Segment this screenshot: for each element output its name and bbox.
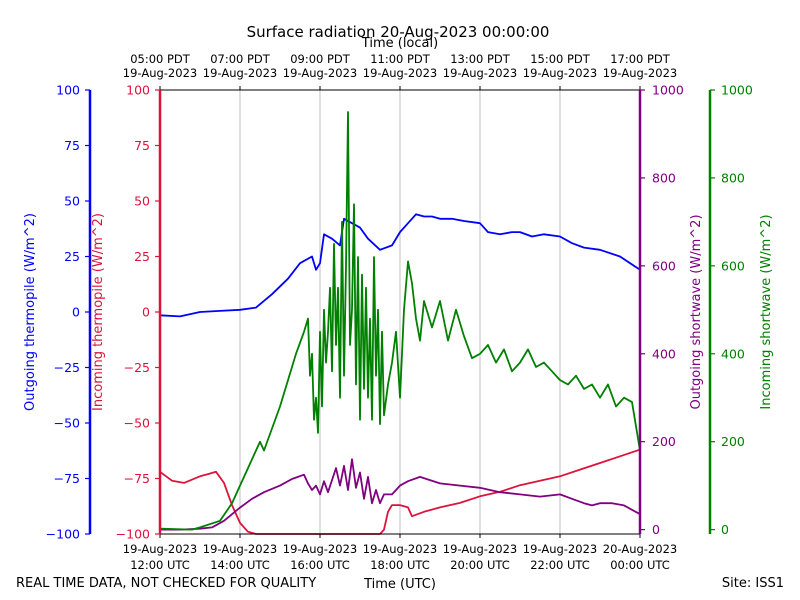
- y-tick-label: 100: [126, 83, 150, 98]
- axes-layer: [85, 86, 715, 538]
- quality-disclaimer: REAL TIME DATA, NOT CHECKED FOR QUALITY: [16, 576, 316, 591]
- bottom-tick-date: 19-Aug-2023: [363, 542, 437, 556]
- y-tick-label: 0: [652, 522, 660, 537]
- y-tick-label: 600: [652, 258, 676, 273]
- y-tick-label: −25: [124, 360, 150, 375]
- y-tick-label: −50: [54, 416, 80, 431]
- y-axis-title: Outgoing shortwave (W/m^2): [689, 214, 704, 409]
- series-layer: [159, 111, 641, 535]
- y-tick-label: 0: [142, 305, 150, 320]
- y-tick-label: 100: [56, 83, 80, 98]
- top-tick-date: 19-Aug-2023: [603, 66, 677, 80]
- bottom-tick-time: 20:00 UTC: [450, 558, 510, 572]
- y-axis-title: Outgoing thermopile (W/m^2): [23, 213, 38, 411]
- y-axis-out-sw: [638, 89, 645, 534]
- tick-labels-layer: 19-Aug-2023 12:00 UTC 19-Aug-2023 14:00 UTC…: [23, 52, 774, 572]
- y-axis-title: Incoming thermopile (W/m^2): [91, 213, 106, 411]
- y-axis-title: Incoming shortwave (W/m^2): [759, 214, 774, 409]
- bottom-axis-label: Time (UTC): [363, 577, 436, 592]
- bottom-tick-date: 19-Aug-2023: [203, 542, 277, 556]
- y-tick-label: 25: [134, 249, 150, 264]
- bottom-tick-time: 00:00 UTC: [610, 558, 670, 572]
- bottom-tick-time: 16:00 UTC: [290, 558, 350, 572]
- bottom-tick-time: 22:00 UTC: [530, 558, 590, 572]
- y-tick-label: 75: [134, 138, 150, 153]
- chart-title: Surface radiation 20-Aug-2023 00:00:00: [247, 23, 550, 41]
- y-tick-label: −75: [124, 471, 150, 486]
- top-tick-time: 17:00 PDT: [610, 52, 671, 66]
- y-tick-label: −100: [116, 527, 150, 542]
- top-tick-date: 19-Aug-2023: [443, 66, 517, 80]
- bottom-tick-date: 19-Aug-2023: [443, 542, 517, 556]
- y-tick-label: 0: [72, 305, 80, 320]
- bottom-tick-date: 20-Aug-2023: [603, 542, 677, 556]
- y-tick-label: 400: [652, 346, 676, 361]
- series-outgoing-shortwave: [160, 458, 641, 531]
- series-incoming-thermopile: [159, 448, 641, 535]
- y-tick-label: 800: [652, 170, 676, 185]
- top-tick-date: 19-Aug-2023: [283, 66, 357, 80]
- bottom-tick-time: 12:00 UTC: [130, 558, 190, 572]
- top-tick-date: 19-Aug-2023: [203, 66, 277, 80]
- series-line-incoming-shortwave: [159, 111, 641, 531]
- top-tick-time: 11:00 PDT: [370, 52, 431, 66]
- y-tick-label: −75: [54, 471, 80, 486]
- y-tick-label: 50: [134, 194, 150, 209]
- series-line-outgoing-shortwave: [160, 458, 641, 531]
- y-tick-label: 1000: [652, 83, 684, 98]
- y-tick-label: 0: [721, 522, 729, 537]
- series-incoming-shortwave: [159, 111, 641, 531]
- top-tick-time: 05:00 PDT: [130, 52, 191, 66]
- bottom-tick-time: 14:00 UTC: [210, 558, 270, 572]
- top-tick-time: 13:00 PDT: [450, 52, 511, 66]
- y-tick-label: −25: [54, 360, 80, 375]
- series-line-incoming-thermopile: [159, 448, 641, 535]
- top-tick-time: 15:00 PDT: [530, 52, 591, 66]
- site-label: Site: ISS1: [722, 576, 784, 591]
- series-line-outgoing-thermopile: [159, 213, 641, 318]
- top-tick-date: 19-Aug-2023: [363, 66, 437, 80]
- bottom-tick-date: 19-Aug-2023: [523, 542, 597, 556]
- y-tick-label: 800: [721, 170, 745, 185]
- y-tick-label: 600: [721, 258, 745, 273]
- y-axis-in-thermo: [155, 89, 162, 535]
- y-tick-label: 200: [652, 434, 676, 449]
- y-axis-in-sw: [708, 89, 715, 534]
- y-axis-out-thermo: [85, 89, 92, 535]
- y-tick-label: 400: [721, 346, 745, 361]
- bottom-tick-time: 18:00 UTC: [370, 558, 430, 572]
- top-tick-time: 07:00 PDT: [210, 52, 271, 66]
- top-axis-label: Time (local): [361, 36, 438, 51]
- top-tick-date: 19-Aug-2023: [523, 66, 597, 80]
- y-tick-label: −100: [46, 527, 80, 542]
- y-tick-label: 25: [64, 249, 80, 264]
- y-tick-label: 50: [64, 194, 80, 209]
- series-outgoing-thermopile: [159, 213, 641, 318]
- y-tick-label: −50: [124, 416, 150, 431]
- bottom-tick-date: 19-Aug-2023: [123, 542, 197, 556]
- y-tick-label: 200: [721, 434, 745, 449]
- y-tick-label: 75: [64, 138, 80, 153]
- top-tick-date: 19-Aug-2023: [123, 66, 197, 80]
- bottom-tick-date: 19-Aug-2023: [283, 542, 357, 556]
- y-tick-label: 1000: [721, 83, 753, 98]
- top-tick-time: 09:00 PDT: [290, 52, 351, 66]
